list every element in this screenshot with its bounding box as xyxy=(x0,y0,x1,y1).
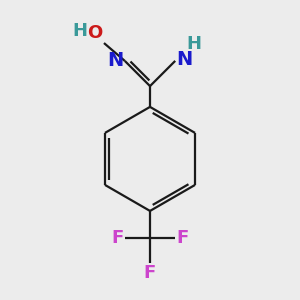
Text: O: O xyxy=(87,24,103,42)
Text: F: F xyxy=(177,229,189,247)
Text: F: F xyxy=(144,264,156,282)
Text: H: H xyxy=(73,22,88,40)
Text: N: N xyxy=(177,50,193,69)
Text: F: F xyxy=(111,229,123,247)
Text: H: H xyxy=(187,35,202,53)
Text: N: N xyxy=(107,51,123,70)
